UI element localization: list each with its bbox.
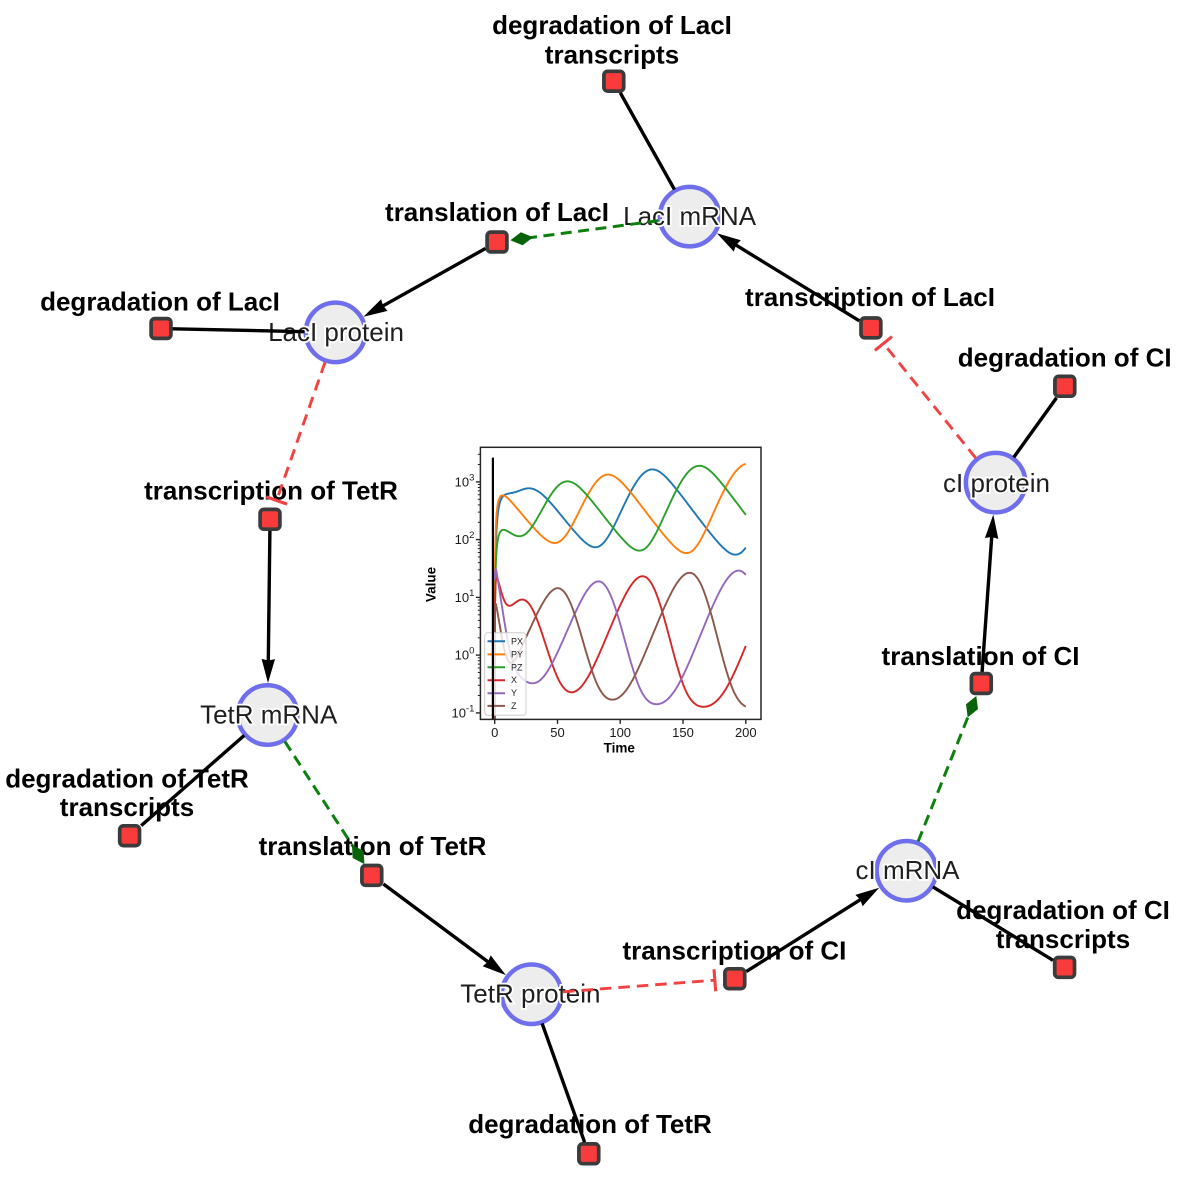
svg-text:Y: Y [511, 688, 517, 698]
svg-text:TetR protein: TetR protein [460, 979, 600, 1009]
svg-text:degradation of LacI: degradation of LacI [492, 10, 732, 40]
svg-text:degradation of TetR: degradation of TetR [5, 764, 249, 794]
svg-text:150: 150 [672, 725, 694, 740]
svg-text:cI protein: cI protein [943, 468, 1050, 498]
svg-text:101: 101 [455, 588, 475, 605]
svg-text:TetR mRNA: TetR mRNA [200, 700, 338, 730]
svg-text:degradation of TetR: degradation of TetR [468, 1109, 712, 1139]
svg-text:Value: Value [424, 566, 439, 602]
svg-text:Time: Time [604, 741, 636, 756]
svg-text:transcription of LacI: transcription of LacI [745, 282, 995, 312]
svg-text:degradation of CI: degradation of CI [958, 342, 1172, 372]
svg-text:X: X [511, 675, 517, 685]
svg-text:cI mRNA: cI mRNA [856, 855, 961, 885]
svg-text:transcription of CI: transcription of CI [622, 935, 846, 965]
svg-text:transcripts: transcripts [545, 40, 679, 70]
svg-text:translation of TetR: translation of TetR [259, 831, 487, 861]
svg-text:degradation of CI: degradation of CI [956, 895, 1170, 925]
svg-text:200: 200 [735, 725, 757, 740]
svg-text:PX: PX [511, 636, 523, 646]
svg-text:103: 103 [455, 472, 475, 489]
svg-text:degradation of LacI: degradation of LacI [40, 286, 280, 316]
svg-text:100: 100 [455, 646, 475, 663]
svg-text:LacI mRNA: LacI mRNA [623, 201, 757, 231]
svg-text:translation of LacI: translation of LacI [385, 197, 609, 227]
svg-text:translation of CI: translation of CI [882, 641, 1080, 671]
svg-text:100: 100 [609, 725, 631, 740]
svg-text:transcription of TetR: transcription of TetR [144, 475, 398, 505]
svg-text:10-1: 10-1 [451, 703, 474, 720]
svg-text:Z: Z [511, 701, 517, 711]
svg-text:PZ: PZ [511, 662, 523, 672]
svg-text:PY: PY [511, 649, 523, 659]
svg-text:0: 0 [491, 725, 498, 740]
svg-text:102: 102 [455, 530, 475, 547]
svg-text:transcripts: transcripts [60, 792, 194, 822]
svg-text:50: 50 [550, 725, 564, 740]
